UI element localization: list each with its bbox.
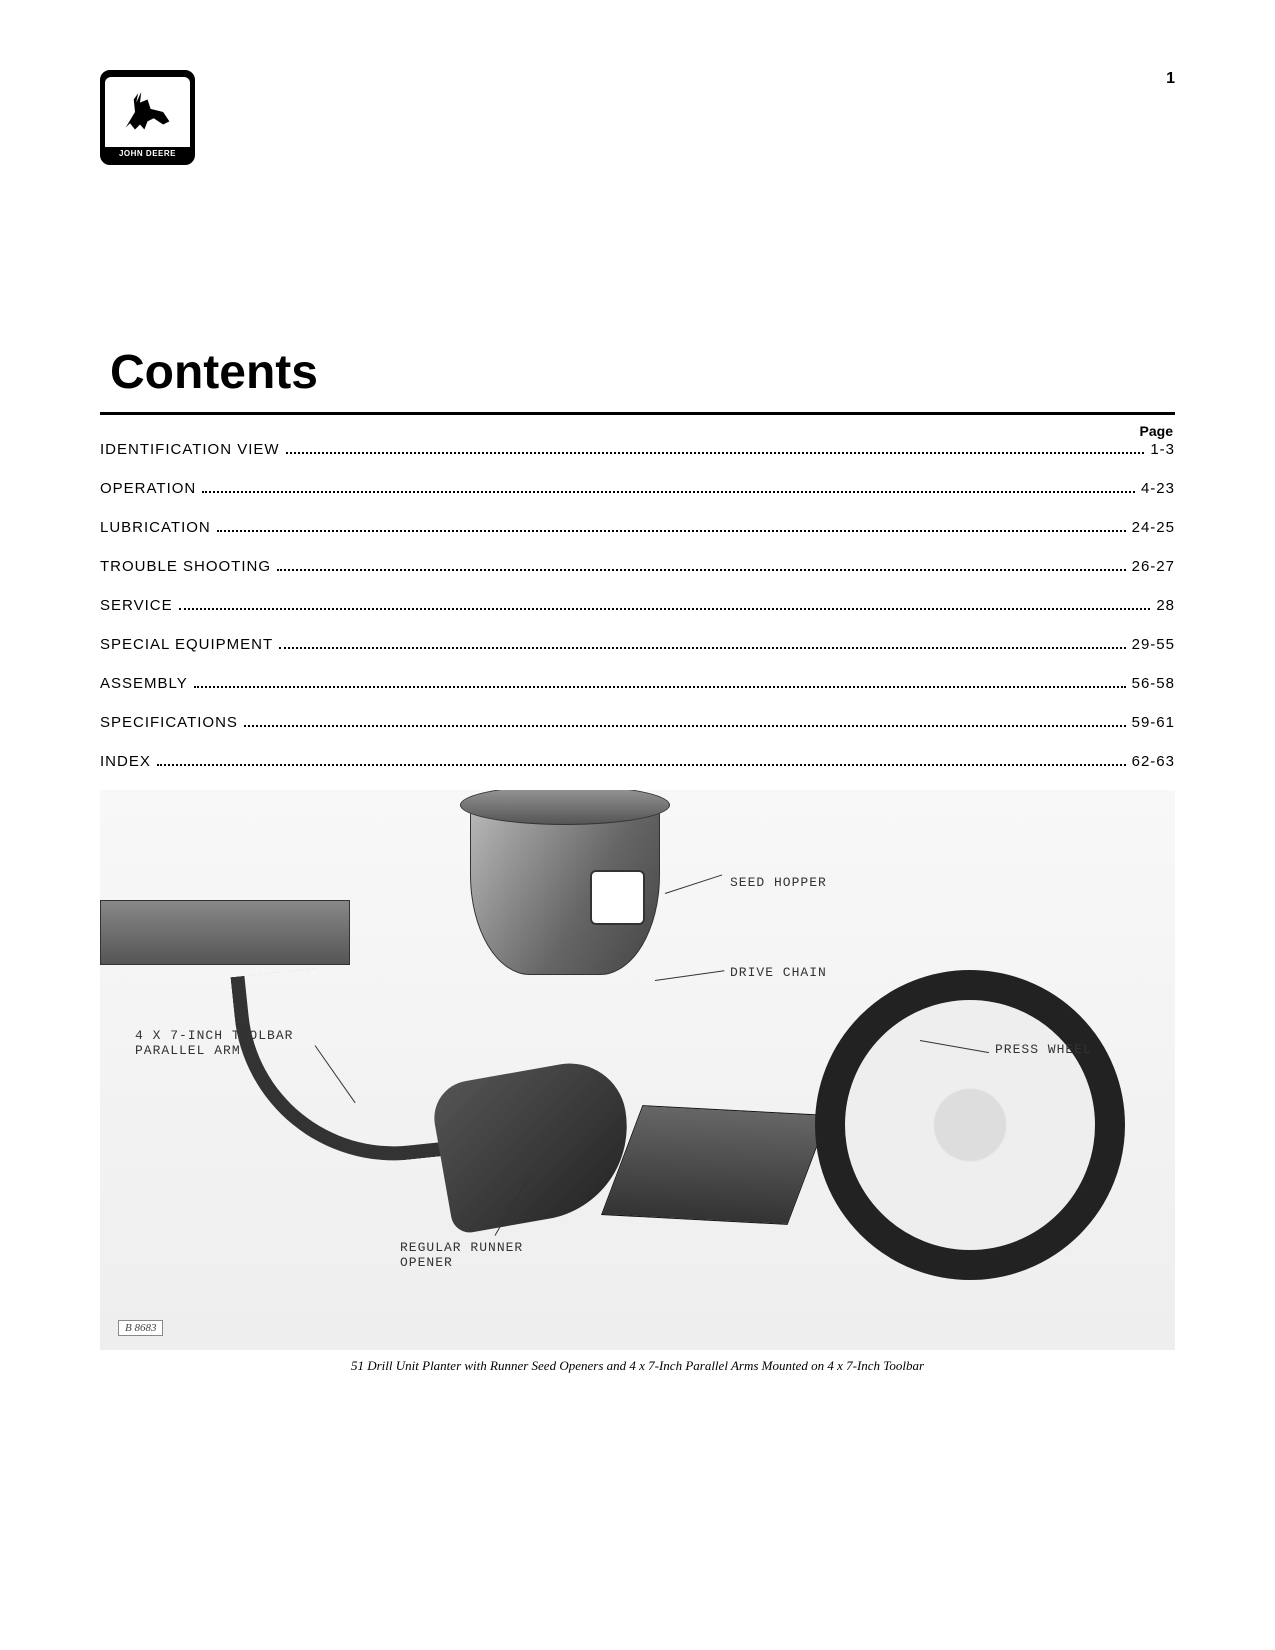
figure-id-label: B 8683 (118, 1320, 163, 1336)
callout-seed-hopper: SEED HOPPER (730, 875, 827, 890)
toc-leader (157, 764, 1126, 766)
toc-label: SERVICE (100, 597, 173, 614)
toc-label: SPECIFICATIONS (100, 714, 238, 731)
toc-label: ASSEMBLY (100, 675, 188, 692)
toc-page: 28 (1156, 597, 1175, 614)
toc-leader (286, 452, 1145, 454)
toc-page: 24-25 (1132, 519, 1175, 536)
toc-page: 1-3 (1150, 441, 1175, 458)
toc-leader (202, 491, 1135, 493)
toc-row: SPECIAL EQUIPMENT 29-55 (100, 636, 1175, 653)
toc-page: 62-63 (1132, 753, 1175, 770)
hopper-badge-shape (590, 870, 645, 925)
page-column-header: Page (100, 423, 1175, 439)
toc-leader (194, 686, 1126, 688)
toc-page: 59-61 (1132, 714, 1175, 731)
toc-label: TROUBLE SHOOTING (100, 558, 271, 575)
toc-row: TROUBLE SHOOTING 26-27 (100, 558, 1175, 575)
toc-row: OPERATION 4-23 (100, 480, 1175, 497)
toc-page: 26-27 (1132, 558, 1175, 575)
toc-row: IDENTIFICATION VIEW 1-3 (100, 441, 1175, 458)
toc-label: INDEX (100, 753, 151, 770)
figure-caption: 51 Drill Unit Planter with Runner Seed O… (100, 1358, 1175, 1374)
toc-page: 56-58 (1132, 675, 1175, 692)
callout-press-wheel: PRESS WHEEL (995, 1042, 1092, 1057)
toc-page: 4-23 (1141, 480, 1175, 497)
toc-label: SPECIAL EQUIPMENT (100, 636, 273, 653)
header-row: JOHN DEERE 1 (100, 70, 1175, 165)
toc-row: SERVICE 28 (100, 597, 1175, 614)
toc-leader (277, 569, 1126, 571)
deer-icon (115, 87, 180, 137)
callout-text-line: PARALLEL ARM (135, 1043, 241, 1058)
toc-leader (217, 530, 1126, 532)
callout-text-line: REGULAR RUNNER (400, 1240, 523, 1255)
toc-row: ASSEMBLY 56-58 (100, 675, 1175, 692)
toc-label: OPERATION (100, 480, 196, 497)
toc-leader (179, 608, 1151, 610)
toolbar-shape (100, 900, 350, 965)
toc-label: IDENTIFICATION VIEW (100, 441, 280, 458)
toc-leader (244, 725, 1126, 727)
toc-leader (279, 647, 1125, 649)
toc-label: LUBRICATION (100, 519, 211, 536)
callout-text-line: OPENER (400, 1255, 453, 1270)
page-title: Contents (110, 345, 1175, 400)
identification-figure: SEED HOPPER DRIVE CHAIN PRESS WHEEL 4 X … (100, 790, 1175, 1350)
callout-toolbar-arm: 4 X 7-INCH TOOLBAR PARALLEL ARM (135, 1028, 293, 1058)
callout-text-line: 4 X 7-INCH TOOLBAR (135, 1028, 293, 1043)
callout-runner-opener: REGULAR RUNNER OPENER (400, 1240, 523, 1270)
logo-text: JOHN DEERE (119, 147, 176, 162)
brand-logo: JOHN DEERE (100, 70, 195, 165)
table-of-contents: IDENTIFICATION VIEW 1-3 OPERATION 4-23 L… (100, 441, 1175, 770)
press-wheel-shape (815, 970, 1125, 1280)
toc-row: SPECIFICATIONS 59-61 (100, 714, 1175, 731)
logo-inner (105, 77, 190, 147)
title-rule (100, 412, 1175, 415)
callout-drive-chain: DRIVE CHAIN (730, 965, 827, 980)
page-number: 1 (1166, 70, 1175, 88)
toc-row: LUBRICATION 24-25 (100, 519, 1175, 536)
toc-page: 29-55 (1132, 636, 1175, 653)
toc-row: INDEX 62-63 (100, 753, 1175, 770)
